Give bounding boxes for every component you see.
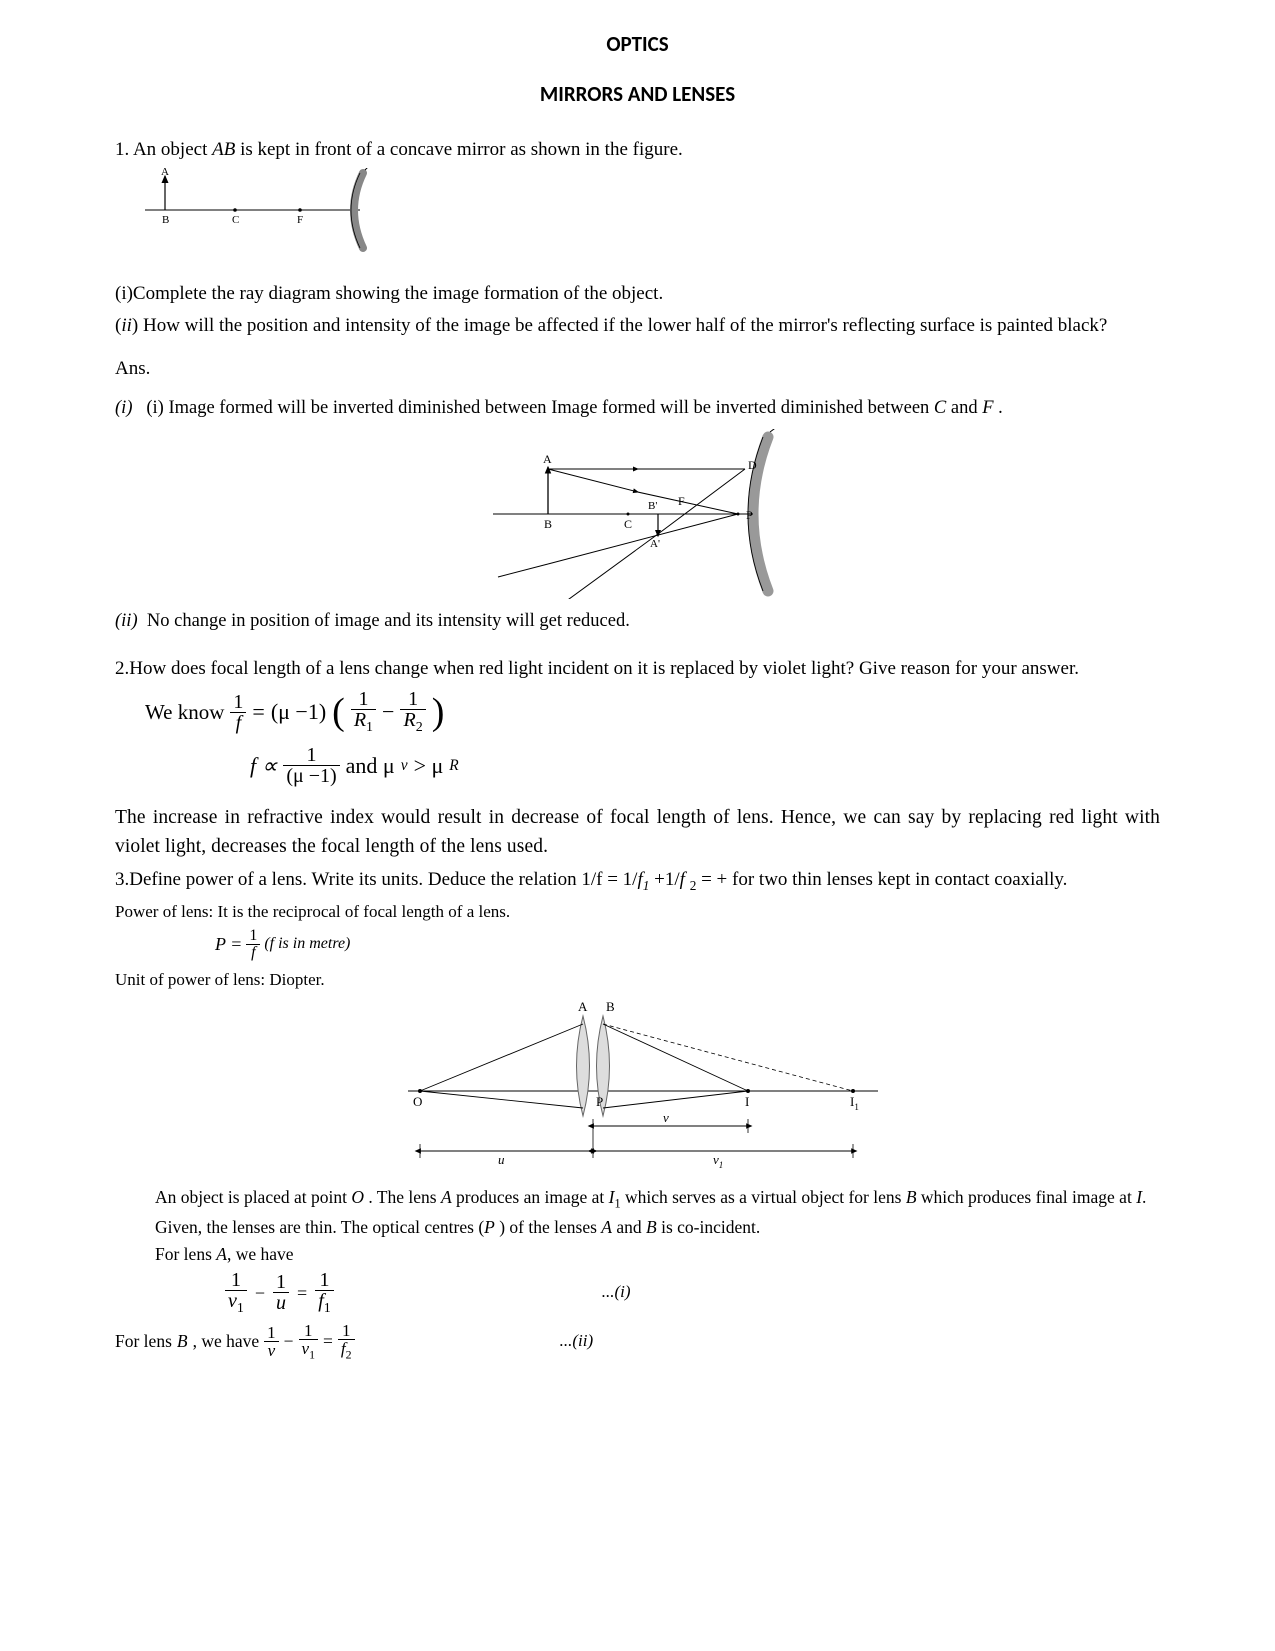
q1-ii: (ii) How will the position and intensity… (115, 313, 1160, 339)
q1-ans-label: Ans. (115, 356, 1160, 382)
svg-text:A: A (161, 168, 169, 178)
svg-text:D: D (748, 458, 757, 472)
q1-text: 1. An object AB is kept in front of a co… (115, 137, 1160, 163)
q2-formula: We know 1f = (μ −1) ( 1R1 − 1R2 ) (145, 689, 1160, 735)
q1-i: (i)Complete the ray diagram showing the … (115, 281, 1160, 307)
q2-formula-2: f ∝ 1(μ −1) and μv > μR (250, 745, 1160, 786)
q3-eq1: 1v1 − 1u = 1f1 ...(i) (225, 1270, 1160, 1316)
q3-power-formula: P = 1f (f is in metre) (215, 928, 1160, 961)
svg-text:P: P (596, 1094, 603, 1109)
page-title-sub: MIRRORS AND LENSES (115, 80, 1160, 108)
q3-para3: For lens A, we have (155, 1243, 1160, 1267)
q3-text: 3.Define power of a lens. Write its unit… (115, 867, 1160, 895)
q2-text: 2.How does focal length of a lens change… (115, 656, 1160, 682)
svg-text:B': B' (648, 500, 657, 512)
svg-text:I: I (745, 1094, 749, 1109)
svg-text:A': A' (650, 538, 660, 550)
q1-ans-ii: (ii) No change in position of image and … (115, 609, 1160, 634)
svg-text:B: B (162, 214, 169, 226)
svg-text:B: B (544, 517, 552, 531)
svg-text:I1: I1 (850, 1094, 859, 1112)
q3-diagram: A B O P I I1 u v v1 (115, 996, 1160, 1176)
q3-para2: Given, the lenses are thin. The optical … (155, 1216, 1160, 1240)
svg-text:C: C (232, 214, 239, 226)
svg-text:A: A (543, 452, 552, 466)
svg-text:v1: v1 (713, 1152, 723, 1170)
svg-text:C: C (624, 517, 632, 531)
page-title-main: OPTICS (115, 30, 1160, 58)
q1-diagram: A B C F (145, 168, 1160, 271)
q2-conclusion: The increase in refractive index would r… (115, 804, 1160, 861)
svg-text:B: B (606, 999, 615, 1014)
q3-para1: An object is placed at point O . The len… (155, 1186, 1160, 1212)
q1-ans-diagram: A B C F P D B' A' (115, 429, 1160, 599)
svg-text:O: O (413, 1094, 422, 1109)
q3-unit: Unit of power of lens: Diopter. (115, 969, 1160, 992)
svg-text:P: P (746, 508, 753, 522)
q1-ans-i: (i) (i) Image formed will be inverted di… (115, 396, 1160, 421)
svg-text:A: A (578, 999, 588, 1014)
svg-text:v: v (663, 1110, 669, 1125)
svg-text:F: F (297, 214, 303, 226)
svg-text:u: u (498, 1152, 505, 1167)
q3-power-def: Power of lens: It is the reciprocal of f… (115, 901, 1160, 924)
q3-para4: For lens B, we have 1v − 1v1 = 1f2 ...(i… (115, 1322, 593, 1361)
